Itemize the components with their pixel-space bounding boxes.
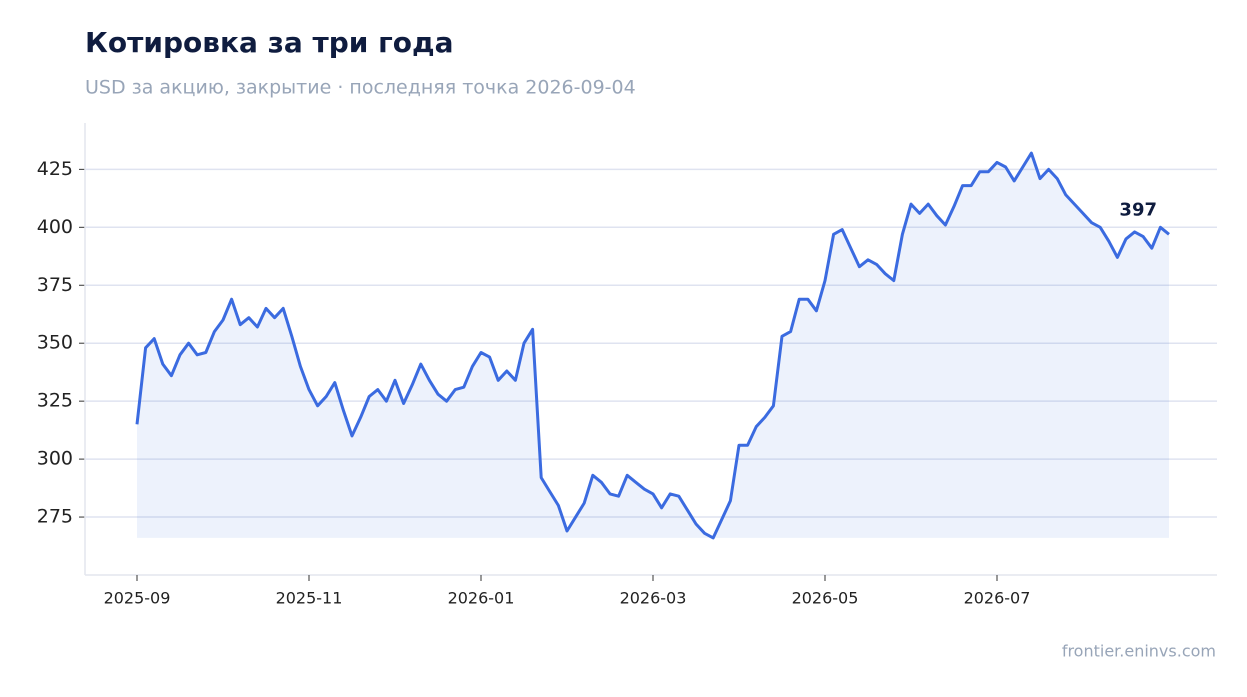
y-tick-label: 350 [37, 332, 73, 354]
data-label: 397 [1119, 199, 1157, 220]
area [137, 153, 1169, 538]
y-tick-label: 375 [37, 274, 73, 296]
x-tick-label: 2026-07 [964, 589, 1031, 608]
y-tick-label: 300 [37, 448, 73, 470]
x-tick-label: 2026-05 [792, 589, 859, 608]
x-tick-label: 2025-11 [276, 589, 343, 608]
y-tick-label: 400 [37, 216, 73, 238]
y-tick-label: 425 [37, 158, 73, 180]
y-tick-label: 275 [37, 506, 73, 528]
chart-subtitle: USD за акцию, закрытие · последняя точка… [85, 77, 636, 99]
x-tick-label: 2026-01 [448, 589, 515, 608]
x-tick-label: 2025-09 [104, 589, 171, 608]
line [135, 151, 1170, 540]
y-tick-label: 325 [37, 390, 73, 412]
chart-title: Котировка за три года [85, 26, 454, 59]
x-tick-label: 2026-03 [620, 589, 687, 608]
source: frontier.eninvs.com [1062, 642, 1216, 661]
